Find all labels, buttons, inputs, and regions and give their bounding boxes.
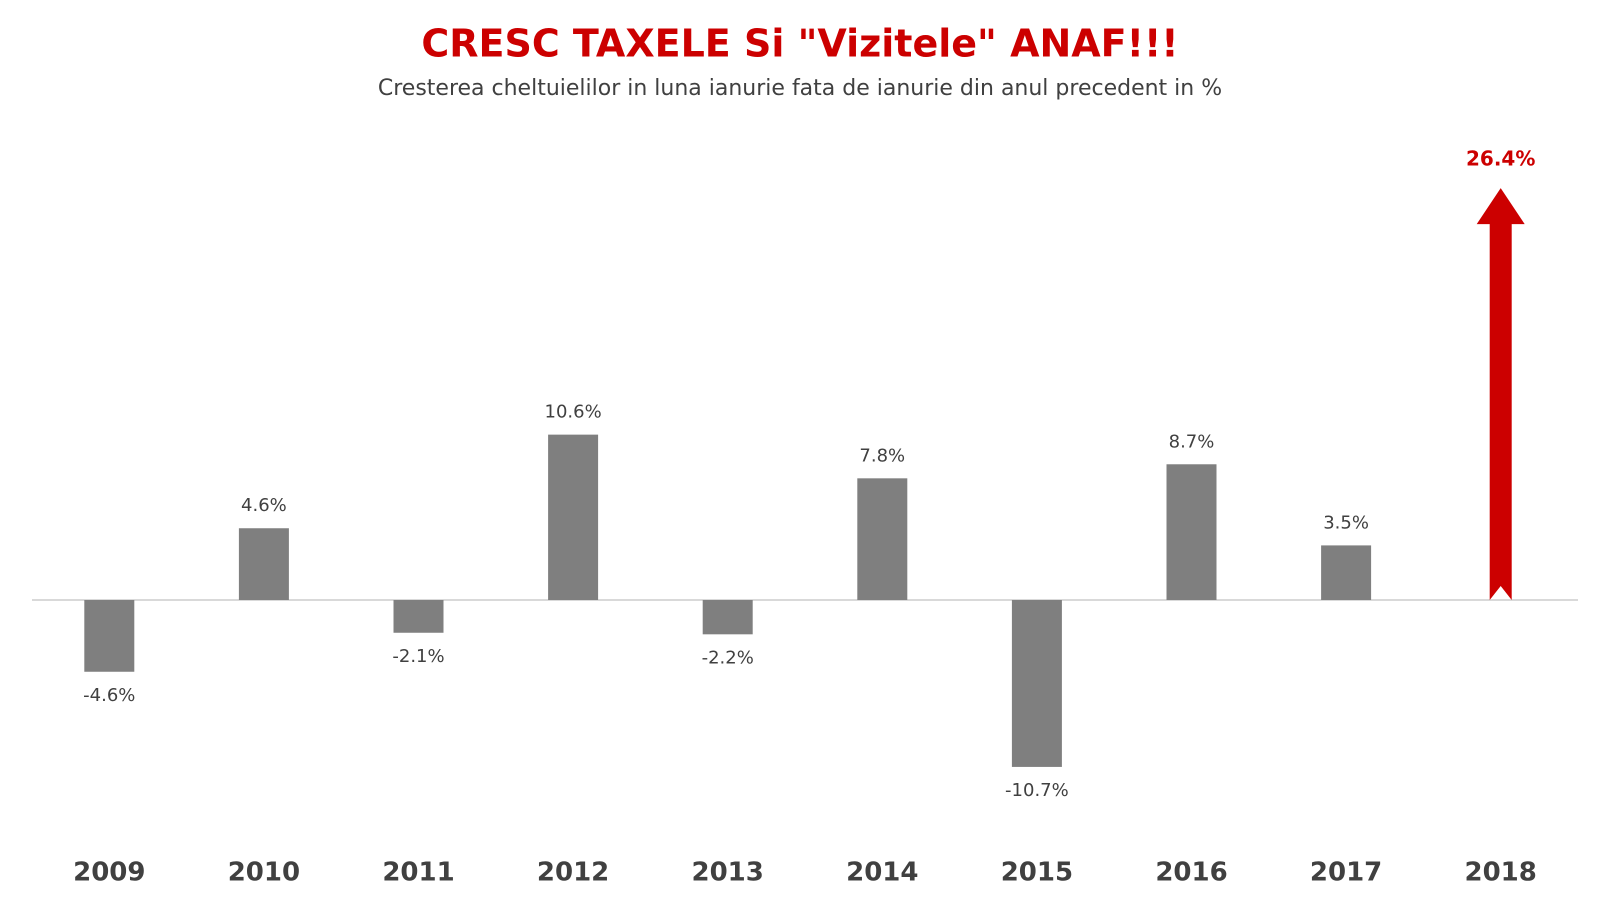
- value-label: -10.7%: [1005, 780, 1069, 801]
- bar: [1321, 545, 1372, 600]
- x-tick-label: 2013: [692, 858, 764, 888]
- x-tick-label: 2011: [382, 858, 454, 888]
- value-label: 7.8%: [859, 445, 905, 466]
- value-label: 10.6%: [545, 402, 602, 423]
- bar: [238, 528, 289, 600]
- x-tick-label: 2015: [1001, 858, 1073, 888]
- chart-title: CRESC TAXELE Si "Vizitele" ANAF!!!: [421, 22, 1178, 66]
- bar: [1166, 464, 1217, 600]
- bar: [1011, 600, 1062, 767]
- bar: [84, 600, 135, 672]
- x-tick-label: 2014: [846, 858, 918, 888]
- arrow: [1476, 188, 1525, 600]
- x-tick-label: 2018: [1465, 858, 1537, 888]
- value-label: -2.1%: [392, 646, 444, 667]
- bar: [393, 600, 444, 633]
- value-label: -4.6%: [83, 685, 135, 706]
- value-label: 3.5%: [1323, 512, 1369, 533]
- bar: [702, 600, 753, 635]
- value-label: 26.4%: [1466, 147, 1535, 171]
- value-label: -2.2%: [702, 647, 754, 668]
- x-tick-label: 2017: [1310, 858, 1382, 888]
- bar: [548, 434, 599, 600]
- x-tick-label: 2012: [537, 858, 609, 888]
- x-tick-label: 2010: [228, 858, 300, 888]
- chart-subtitle: Cresterea cheltuielilor in luna ianurie …: [378, 76, 1222, 101]
- bar: [857, 478, 908, 600]
- x-tick-label: 2016: [1155, 858, 1227, 888]
- value-label: 4.6%: [241, 495, 287, 516]
- x-tick-label: 2009: [73, 858, 145, 888]
- value-label: 8.7%: [1169, 431, 1215, 452]
